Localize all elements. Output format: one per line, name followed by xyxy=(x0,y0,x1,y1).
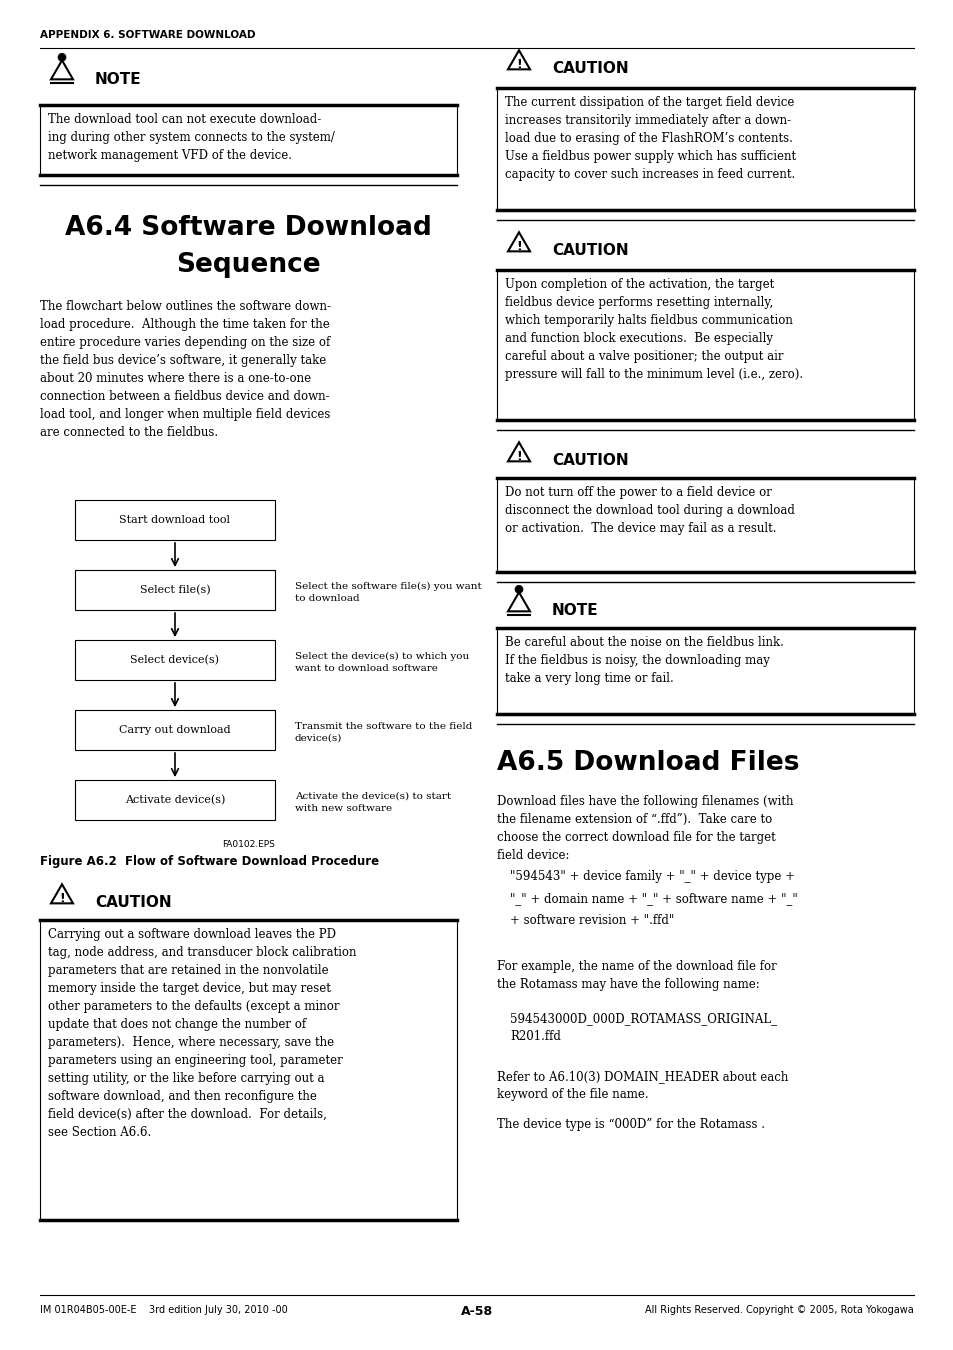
Text: 594543000D_000D_ROTAMASS_ORIGINAL_
R201.ffd: 594543000D_000D_ROTAMASS_ORIGINAL_ R201.… xyxy=(510,1012,776,1044)
Text: Be careful about the noise on the fieldbus link.
If the fieldbus is noisy, the d: Be careful about the noise on the fieldb… xyxy=(504,636,783,684)
Text: Activate device(s): Activate device(s) xyxy=(125,795,225,805)
Text: All Rights Reserved. Copyright © 2005, Rota Yokogawa: All Rights Reserved. Copyright © 2005, R… xyxy=(644,1305,913,1315)
Text: Select device(s): Select device(s) xyxy=(131,655,219,666)
Text: NOTE: NOTE xyxy=(552,603,598,618)
Text: Start download tool: Start download tool xyxy=(119,514,231,525)
Text: "_" + domain name + "_" + software name + "_": "_" + domain name + "_" + software name … xyxy=(510,892,797,904)
Text: The flowchart below outlines the software down-
load procedure.  Although the ti: The flowchart below outlines the softwar… xyxy=(40,300,331,439)
Text: NOTE: NOTE xyxy=(95,72,141,86)
Text: Transmit the software to the field
device(s): Transmit the software to the field devic… xyxy=(294,722,472,742)
Bar xyxy=(75,710,274,751)
Text: CAUTION: CAUTION xyxy=(552,243,628,258)
Text: A-58: A-58 xyxy=(460,1305,493,1318)
Text: For example, the name of the download file for
the Rotamass may have the followi: For example, the name of the download fi… xyxy=(497,960,776,991)
Text: + software revision + ".ffd": + software revision + ".ffd" xyxy=(510,914,674,927)
Text: "594543" + device family + "_" + device type +: "594543" + device family + "_" + device … xyxy=(510,869,794,883)
Text: Select the software file(s) you want
to download: Select the software file(s) you want to … xyxy=(294,582,481,603)
Text: A6.4 Software Download: A6.4 Software Download xyxy=(65,215,432,242)
Text: Sequence: Sequence xyxy=(176,252,320,278)
Text: !: ! xyxy=(59,892,65,906)
Text: The current dissipation of the target field device
increases transitorily immedi: The current dissipation of the target fi… xyxy=(504,96,796,181)
Text: !: ! xyxy=(516,240,521,254)
Text: Figure A6.2  Flow of Software Download Procedure: Figure A6.2 Flow of Software Download Pr… xyxy=(40,855,378,868)
Text: IM 01R04B05-00E-E    3rd edition July 30, 2010 -00: IM 01R04B05-00E-E 3rd edition July 30, 2… xyxy=(40,1305,288,1315)
Bar xyxy=(75,780,274,819)
Text: FA0102.EPS: FA0102.EPS xyxy=(222,840,274,849)
Text: CAUTION: CAUTION xyxy=(552,61,628,76)
Text: !: ! xyxy=(516,58,521,72)
Text: Do not turn off the power to a field device or
disconnect the download tool duri: Do not turn off the power to a field dev… xyxy=(504,486,794,535)
Text: !: ! xyxy=(516,451,521,463)
Text: APPENDIX 6. SOFTWARE DOWNLOAD: APPENDIX 6. SOFTWARE DOWNLOAD xyxy=(40,30,255,40)
Text: The download tool can not execute download-
ing during other system connects to : The download tool can not execute downlo… xyxy=(48,113,335,162)
Text: CAUTION: CAUTION xyxy=(552,454,628,468)
Text: Select file(s): Select file(s) xyxy=(139,585,210,595)
Circle shape xyxy=(58,53,66,61)
Text: Activate the device(s) to start
with new software: Activate the device(s) to start with new… xyxy=(294,792,451,813)
Text: CAUTION: CAUTION xyxy=(95,895,172,910)
Text: Refer to A6.10(3) DOMAIN_HEADER about each
keyword of the file name.: Refer to A6.10(3) DOMAIN_HEADER about ea… xyxy=(497,1071,787,1102)
Bar xyxy=(75,640,274,680)
Text: Select the device(s) to which you
want to download software: Select the device(s) to which you want t… xyxy=(294,652,469,672)
Text: Upon completion of the activation, the target
fieldbus device performs resetting: Upon completion of the activation, the t… xyxy=(504,278,802,381)
Bar xyxy=(75,570,274,610)
Text: Carry out download: Carry out download xyxy=(119,725,231,734)
Text: Carrying out a software download leaves the PD
tag, node address, and transducer: Carrying out a software download leaves … xyxy=(48,927,356,1139)
Text: Download files have the following filenames (with
the filename extension of “.ff: Download files have the following filena… xyxy=(497,795,793,863)
Bar xyxy=(75,500,274,540)
Circle shape xyxy=(515,586,522,593)
Text: A6.5 Download Files: A6.5 Download Files xyxy=(497,751,799,776)
Text: The device type is “000D” for the Rotamass .: The device type is “000D” for the Rotama… xyxy=(497,1118,764,1131)
